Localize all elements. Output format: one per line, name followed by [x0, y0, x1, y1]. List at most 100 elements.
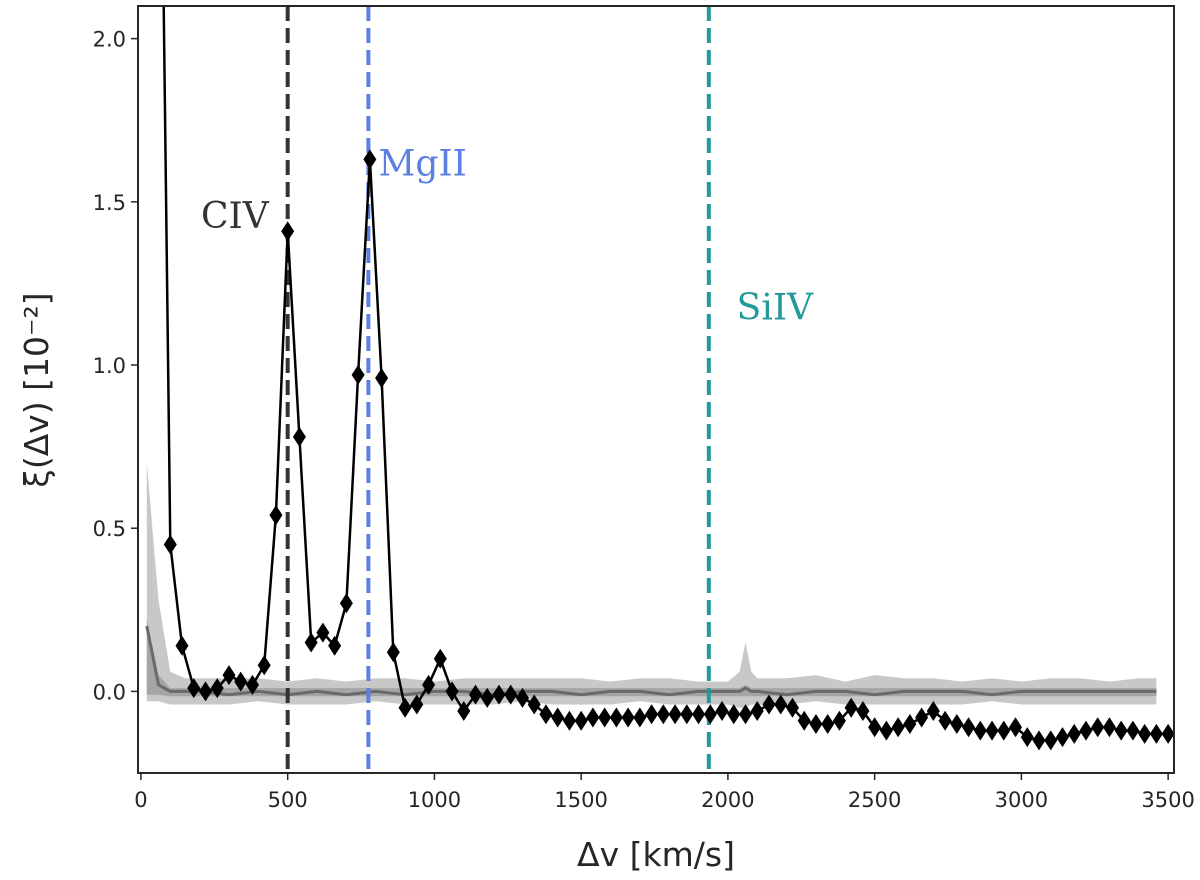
- data-point-15: [339, 593, 353, 614]
- data-point-22: [422, 674, 436, 695]
- series-line-xi: [162, 6, 1174, 742]
- data-point-34: [562, 710, 576, 731]
- x-tick-label: 3500: [1141, 788, 1194, 812]
- data-point-55: [809, 714, 823, 735]
- data-point-60: [868, 717, 882, 738]
- data-point-68: [962, 717, 976, 738]
- data-point-4: [210, 678, 224, 699]
- data-point-85: [1161, 723, 1174, 744]
- data-point-82: [1126, 720, 1140, 741]
- y-tick-label: 0.0: [93, 680, 126, 704]
- data-point-13: [316, 622, 330, 643]
- data-point-5: [222, 665, 236, 686]
- data-point-0: [163, 534, 177, 555]
- y-tick-label: 1.0: [93, 354, 126, 378]
- y-tick-label: 2.0: [93, 28, 126, 52]
- data-point-16: [351, 364, 365, 385]
- data-point-31: [527, 694, 541, 715]
- band-outer-area: [146, 462, 1157, 708]
- data-point-62: [891, 717, 905, 738]
- data-point-29: [504, 684, 518, 705]
- data-point-63: [903, 714, 917, 735]
- data-point-33: [551, 707, 565, 728]
- data-point-44: [680, 704, 694, 725]
- data-point-23: [433, 648, 447, 669]
- data-point-25: [457, 700, 471, 721]
- data-point-6: [234, 671, 248, 692]
- data-point-41: [645, 704, 659, 725]
- background-band: [145, 462, 1157, 708]
- data-point-20: [398, 697, 412, 718]
- data-point-65: [926, 700, 940, 721]
- data-point-48: [727, 704, 741, 725]
- y-axis-title: ξ(Δv) [10⁻²]: [17, 292, 56, 487]
- data-point-57: [832, 710, 846, 731]
- band-median-line: [145, 625, 1157, 697]
- data-point-83: [1138, 723, 1152, 744]
- data-point-58: [844, 697, 858, 718]
- data-point-30: [515, 687, 529, 708]
- label-mgii: MgII: [379, 144, 467, 185]
- x-axis-ticks: 0 500 1000 1500 2000 2500 3000 3500: [134, 773, 1195, 812]
- data-point-56: [821, 714, 835, 735]
- band-inner-area: [146, 619, 1157, 697]
- data-point-46: [703, 704, 717, 725]
- data-point-64: [915, 707, 929, 728]
- label-civ: CIV: [201, 196, 270, 237]
- data-point-1: [175, 635, 189, 656]
- x-tick-label: 1000: [408, 788, 461, 812]
- data-point-79: [1091, 717, 1105, 738]
- data-point-51: [762, 694, 776, 715]
- data-point-24: [445, 681, 459, 702]
- data-point-86: [1173, 732, 1174, 735]
- data-point-73: [1020, 727, 1034, 748]
- data-point-18: [375, 368, 389, 389]
- y-axis-ticks: 0.0 0.5 1.0 1.5 2.0: [93, 28, 138, 704]
- data-point-76: [1055, 727, 1069, 748]
- xi-series: [162, 6, 1174, 751]
- data-point-52: [774, 694, 788, 715]
- plot-frame: [137, 5, 1175, 774]
- data-point-21: [410, 694, 424, 715]
- reference-lines: [285, 6, 711, 773]
- data-point-78: [1079, 720, 1093, 741]
- data-point-84: [1149, 723, 1163, 744]
- data-point-36: [586, 707, 600, 728]
- data-point-45: [692, 704, 706, 725]
- x-tick-label: 1500: [554, 788, 607, 812]
- data-point-72: [1009, 717, 1023, 738]
- y-tick-label: 1.5: [93, 191, 126, 215]
- data-point-35: [574, 710, 588, 731]
- data-point-49: [739, 704, 753, 725]
- x-tick-label: 500: [268, 788, 308, 812]
- data-point-42: [656, 704, 670, 725]
- data-point-66: [938, 710, 952, 731]
- x-tick-label: 2500: [848, 788, 901, 812]
- data-point-17: [363, 149, 377, 170]
- data-point-69: [973, 720, 987, 741]
- data-point-50: [750, 700, 764, 721]
- data-point-61: [879, 720, 893, 741]
- data-point-67: [950, 714, 964, 735]
- data-point-27: [480, 687, 494, 708]
- data-point-59: [856, 700, 870, 721]
- data-point-9: [269, 505, 283, 526]
- data-point-2: [187, 678, 201, 699]
- data-point-71: [997, 720, 1011, 741]
- data-point-28: [492, 684, 506, 705]
- data-point-8: [257, 655, 271, 676]
- data-point-80: [1102, 717, 1116, 738]
- data-point-3: [199, 681, 213, 702]
- data-point-43: [668, 704, 682, 725]
- data-point-26: [469, 684, 483, 705]
- x-tick-label: 3000: [995, 788, 1048, 812]
- x-tick-label: 0: [134, 788, 147, 812]
- data-point-12: [304, 632, 318, 653]
- data-point-77: [1067, 723, 1081, 744]
- data-point-75: [1044, 730, 1058, 751]
- data-point-47: [715, 700, 729, 721]
- data-point-81: [1114, 720, 1128, 741]
- data-point-7: [245, 674, 259, 695]
- x-tick-label: 2000: [701, 788, 754, 812]
- data-point-74: [1032, 730, 1046, 751]
